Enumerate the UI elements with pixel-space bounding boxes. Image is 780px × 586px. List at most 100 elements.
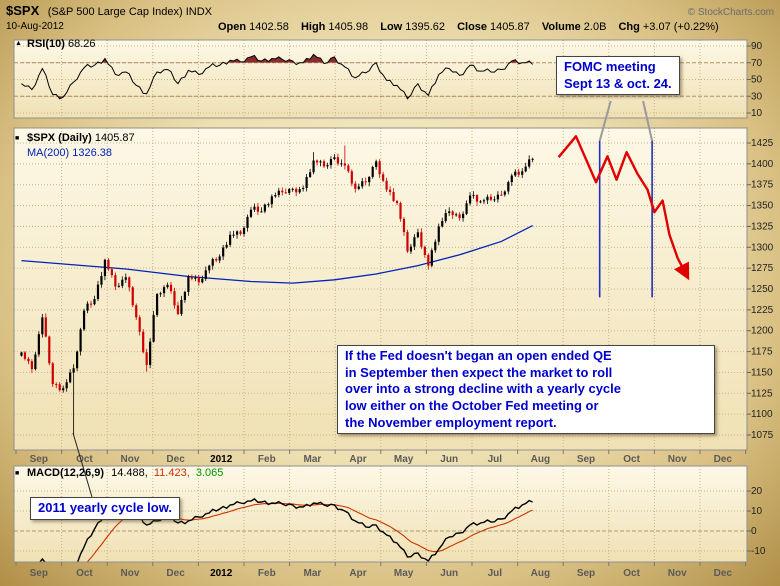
ma-value: 1326.38 [72,147,113,159]
projection-decline-line [557,135,690,281]
svg-text:Oct: Oct [623,454,640,465]
low-label: Low [380,21,403,33]
low-value: 1395.62 [405,21,445,33]
price-panel-icon[interactable]: ■ [15,135,20,142]
month-axis: Sep Oct Nov Dec 2012 Feb Mar Apr May Jun Jul Aug Sep… [15,450,747,579]
svg-text:1400: 1400 [751,159,774,170]
svg-text:1375: 1375 [751,180,774,191]
svg-text:1225: 1225 [751,305,774,316]
svg-text:20: 20 [751,486,763,497]
chart-date: 10-Aug-2012 [6,21,64,32]
volume-value: 2.0B [583,21,607,33]
open-value: 1402.58 [249,21,289,33]
svg-text:1250: 1250 [751,284,774,295]
svg-text:1075: 1075 [751,430,774,441]
rsi-panel-icon[interactable]: ▲ [15,40,22,47]
price-label: $SPX (Daily) [27,132,92,144]
rsi-value: 68.26 [67,38,96,50]
ma200-line [21,225,533,284]
svg-text:May: May [394,454,414,465]
price-value: 1405.87 [94,132,135,144]
svg-text:Feb: Feb [258,568,276,579]
svg-text:Nov: Nov [121,454,140,465]
macd-value: 14.488, [111,467,148,479]
svg-text:Jul: Jul [488,568,503,579]
svg-text:50: 50 [751,75,763,86]
close-value: 1405.87 [490,21,530,33]
macd-label-row: MACD(12,26,9) 14.488, 11.423, 3.065 [27,467,223,479]
svg-text:10: 10 [751,108,763,119]
candles-layer [20,145,534,435]
svg-text:1425: 1425 [751,138,774,149]
close-label: Close [457,21,488,33]
svg-text:Aug: Aug [531,454,550,465]
macd-hist-value: 3.065 [195,467,224,479]
svg-text:Dec: Dec [166,454,185,465]
svg-text:1275: 1275 [751,263,774,274]
svg-text:90: 90 [751,41,763,52]
symbol: $SPX [6,3,40,18]
volume-label: Volume [541,21,581,33]
macd-label: MACD(12,26,9) [27,467,105,479]
svg-text:1125: 1125 [751,388,773,399]
fomc-callout-line-left [598,100,612,142]
svg-text:Dec: Dec [714,454,733,465]
svg-text:Jul: Jul [488,454,503,465]
svg-text:Jun: Jun [440,454,458,465]
svg-text:Oct: Oct [623,568,640,579]
svg-text:1100: 1100 [751,409,773,420]
svg-text:Dec: Dec [714,568,733,579]
svg-text:-10: -10 [751,546,766,557]
svg-text:Nov: Nov [121,568,140,579]
price-label-row: $SPX (Daily) 1405.87 [27,132,135,144]
copyright: © StockCharts.com [687,7,774,18]
svg-text:Oct: Oct [76,568,93,579]
open-label: Open [218,21,247,33]
fomc-callout-line-right [642,100,654,142]
chart-header: $SPX (S&P 500 Large Cap Index) INDX © St… [6,2,774,33]
svg-text:2012: 2012 [210,568,233,579]
svg-text:Mar: Mar [304,568,322,579]
quote-line: Open 1402.58 High 1405.98 Low 1395.62 Close… [218,21,728,33]
cycle-low-annotation-box: 2011 yearly cycle low. [30,497,180,520]
svg-text:Apr: Apr [349,454,366,465]
svg-text:1175: 1175 [751,347,773,358]
svg-text:Aug: Aug [531,568,550,579]
svg-text:0: 0 [751,526,757,537]
svg-text:Dec: Dec [166,568,185,579]
svg-text:2012: 2012 [210,454,233,465]
macd-signal-value: 11.423, [153,467,190,479]
high-label: High [300,21,326,33]
svg-text:Nov: Nov [668,568,687,579]
svg-text:Sep: Sep [577,568,595,579]
svg-text:Oct: Oct [76,454,93,465]
rsi-label: RSI(10) [27,38,65,50]
symbol-title: $SPX (S&P 500 Large Cap Index) INDX [6,2,212,20]
svg-text:May: May [394,568,414,579]
symbol-name: (S&P 500 Large Cap Index) INDX [47,6,212,18]
macd-signal-line [86,502,533,562]
chg-value: +3.07 (+0.22%) [642,21,719,33]
svg-text:10: 10 [751,506,763,517]
chg-label: Chg [618,21,640,33]
rsi-overbought-fill [21,54,533,63]
high-value: 1405.98 [328,21,369,33]
right-axis-labels: 1425 1400 1375 1350 1325 1300 1275 1250 1225 1200… [747,41,774,557]
svg-text:Sep: Sep [30,454,48,465]
ma-label-row: MA(200) 1326.38 [27,147,112,159]
svg-text:70: 70 [751,58,763,69]
svg-text:1150: 1150 [751,367,773,378]
fomc-annotation-box: FOMC meeting Sept 13 & oct. 24. [556,56,680,96]
cycle-low-pointer-line [72,432,93,498]
macd-panel-icon[interactable]: ■ [15,470,20,477]
svg-text:Jun: Jun [440,568,458,579]
svg-text:Nov: Nov [668,454,687,465]
rsi-label-row: RSI(10) 68.26 [27,38,96,50]
svg-text:Feb: Feb [258,454,276,465]
svg-text:1300: 1300 [751,242,774,253]
svg-text:Apr: Apr [349,568,366,579]
svg-text:1200: 1200 [751,326,774,337]
svg-text:Mar: Mar [304,454,322,465]
